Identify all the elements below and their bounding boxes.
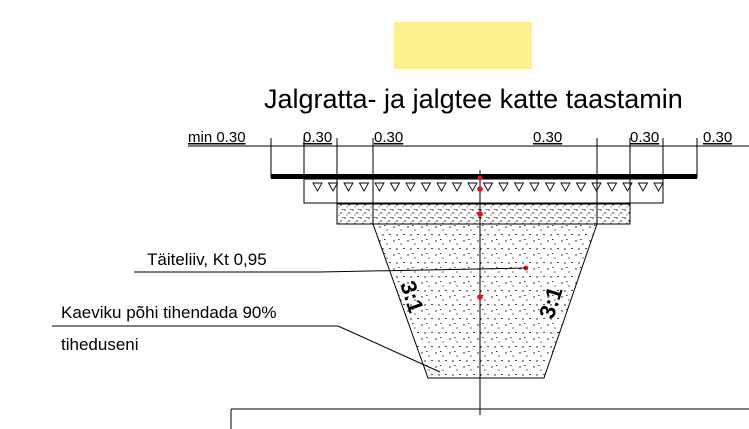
dim-label-5: 0.30 [630,129,659,146]
dim-label-4: 0.30 [533,129,562,146]
asphalt-layer [271,174,697,179]
dimension-line [188,138,749,224]
lower-frame [230,408,749,429]
measurement-points [477,175,529,300]
fill-label: Täiteliiv, Kt 0,95 [147,250,267,269]
dim-label-3: 0.30 [374,129,403,146]
dim-label-2: 0.30 [303,129,332,146]
dim-label-6: 0.30 [703,129,732,146]
base-course-layer [303,178,664,204]
fill-leader [134,267,527,273]
base-label-line1: Kaeviku põhi tihendada 90% [61,303,277,322]
dim-label-1: min 0.30 [188,129,246,146]
trench-fill [372,223,598,379]
base-leader [52,325,441,373]
base-label-line2: tiheduseni [61,335,139,354]
sand-layer [336,203,631,225]
highlight-box [394,22,532,69]
drawing-title: Jalgratta- ja jalgtee katte taastamin [264,84,683,114]
